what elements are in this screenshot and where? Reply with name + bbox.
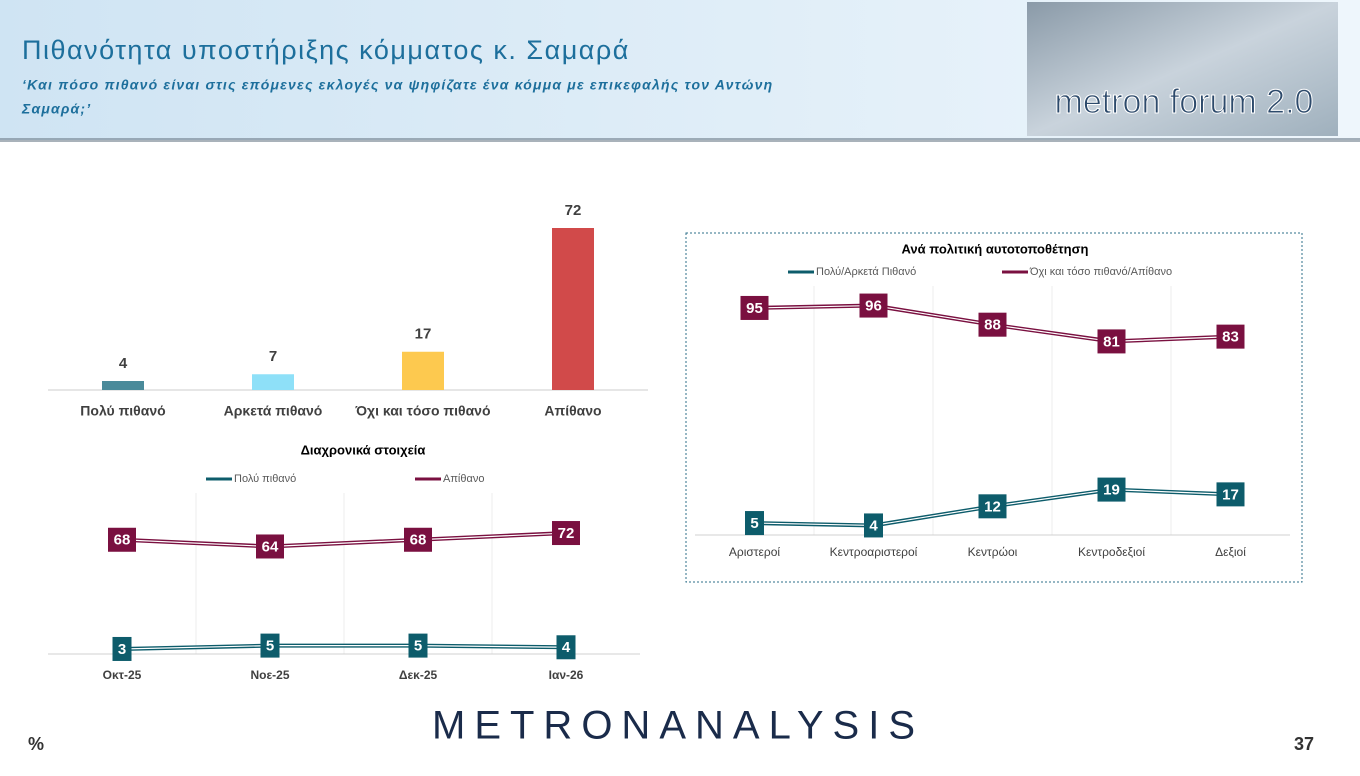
value-label: 4 — [869, 517, 878, 534]
value-label-bg — [978, 494, 1007, 519]
value-label: 3 — [118, 641, 126, 658]
chart-title: Ανά πολιτική αυτοτοποθέτηση — [902, 241, 1089, 256]
value-label: 12 — [984, 498, 1001, 515]
value-label: 4 — [562, 639, 571, 656]
value-label-bg — [556, 635, 576, 660]
x-tick-label: Κεντροαριστεροί — [830, 545, 918, 559]
value-label: 68 — [114, 532, 131, 549]
chart-title: Διαχρονικά στοιχεία — [301, 442, 426, 457]
x-tick-label: Απίθανο — [544, 403, 601, 419]
value-label-bg — [740, 295, 769, 320]
subtitle: Σαμαρά;’ — [21, 101, 91, 117]
bar — [102, 381, 144, 390]
value-label-bg — [1216, 324, 1245, 349]
value-label: 64 — [262, 538, 279, 555]
value-label-bg — [1097, 329, 1126, 354]
value-label-bg — [256, 534, 284, 559]
header-shadow — [0, 138, 1360, 142]
value-label: 17 — [415, 326, 432, 343]
value-label-bg — [1097, 477, 1126, 502]
value-label-bg — [864, 513, 883, 538]
value-label: 88 — [984, 317, 1001, 334]
bar — [252, 374, 294, 390]
value-label: 5 — [750, 515, 758, 532]
bar — [402, 351, 444, 390]
value-label: 72 — [565, 202, 582, 219]
x-tick-label: Κεντροδεξιοί — [1078, 545, 1145, 559]
value-label-bg — [978, 312, 1007, 337]
x-tick-label: Νοε-25 — [250, 668, 289, 682]
legend-label: Πολύ/Αρκετά Πιθανό — [816, 266, 916, 278]
x-tick-label: Αριστεροί — [729, 545, 780, 559]
unit: % — [28, 734, 44, 754]
x-tick-label: Όχι και τόσο πιθανό — [354, 403, 490, 419]
x-tick-label: Δεκ-25 — [399, 668, 438, 682]
legend-label: Πολύ πιθανό — [234, 473, 296, 485]
series-line-highlight — [121, 532, 567, 548]
title: Πιθανότητα υποστήριξης κόμματος κ. Σαμαρ… — [22, 35, 630, 65]
value-label-bg — [1216, 482, 1245, 507]
subtitle: ‘Και πόσο πιθανό είναι στις επόμενες εκλ… — [22, 77, 773, 93]
value-label: 4 — [119, 355, 128, 372]
value-label-bg — [552, 521, 580, 546]
value-label: 81 — [1103, 333, 1120, 350]
x-tick-label: Κεντρώοι — [968, 545, 1018, 559]
x-tick-label: Ιαν-26 — [549, 668, 584, 682]
value-label: 5 — [266, 638, 274, 655]
legend-label: Απίθανο — [443, 473, 484, 485]
value-label: 7 — [269, 348, 277, 365]
logo-image — [1027, 2, 1338, 136]
x-tick-label: Οκτ-25 — [103, 668, 142, 682]
value-label: 83 — [1222, 329, 1239, 346]
page-number: 37 — [1294, 734, 1314, 754]
value-label: 96 — [865, 298, 882, 315]
value-label-bg — [404, 527, 432, 552]
value-label-bg — [260, 633, 280, 658]
value-label: 5 — [414, 638, 422, 655]
legend-label: Όχι και τόσο πιθανό/Απίθανο — [1029, 266, 1172, 278]
value-label: 72 — [558, 525, 575, 542]
bar — [552, 228, 594, 390]
series-line-highlight — [121, 645, 567, 650]
logo-text: metron forum 2.0 — [1055, 83, 1314, 121]
x-tick-label: Αρκετά πιθανό — [224, 403, 323, 419]
value-label: 68 — [410, 532, 427, 549]
brand: METRONANALYSIS — [432, 704, 924, 748]
value-label-bg — [108, 527, 136, 552]
value-label-bg — [408, 633, 428, 658]
value-label: 17 — [1222, 486, 1239, 503]
value-label-bg — [859, 293, 888, 318]
x-tick-label: Πολύ πιθανό — [80, 403, 165, 419]
value-label: 19 — [1103, 482, 1120, 499]
value-label: 95 — [746, 300, 763, 317]
value-label-bg — [745, 511, 764, 536]
value-label-bg — [112, 636, 132, 661]
chart-frame — [685, 232, 1303, 583]
x-tick-label: Δεξιοί — [1215, 545, 1246, 559]
